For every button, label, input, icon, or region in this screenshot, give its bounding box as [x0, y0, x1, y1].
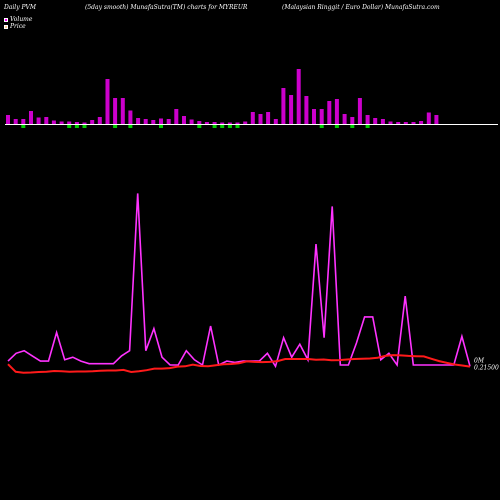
volume-bar-down-marker — [113, 125, 118, 128]
volume-bar — [419, 121, 424, 124]
volume-bar — [120, 98, 125, 124]
volume-bar-down-marker — [365, 125, 370, 128]
volume-bar — [350, 117, 355, 124]
volume-bar — [105, 79, 110, 124]
volume-bar-down-marker — [220, 125, 225, 128]
volume-bar — [90, 120, 95, 124]
volume-bar-down-marker — [319, 125, 324, 128]
price-prefix-label: 0M — [474, 358, 485, 365]
chart-header-right: (Malaysian Ringgit / Euro Dollar) Munafa… — [282, 4, 440, 11]
volume-bar — [36, 117, 41, 124]
volume-line — [7, 193, 471, 369]
volume-bar-down-marker — [197, 125, 202, 128]
price-swatch — [4, 24, 8, 29]
legend-item-price: Price — [4, 23, 32, 30]
volume-bar — [357, 98, 362, 124]
volume-bar — [319, 109, 324, 124]
volume-bar — [189, 119, 194, 124]
volume-bar — [113, 98, 118, 124]
volume-bar — [74, 122, 79, 124]
volume-bar — [426, 112, 431, 124]
volume-bar-down-marker — [334, 125, 339, 128]
volume-bar — [334, 99, 339, 124]
volume-bar — [59, 121, 64, 124]
volume-bar — [212, 122, 217, 124]
volume-bar — [182, 116, 186, 124]
price-line — [7, 354, 471, 374]
volume-bar — [403, 122, 408, 124]
volume-bar — [365, 115, 370, 124]
volume-bar — [204, 122, 209, 124]
volume-bar-down-marker — [212, 125, 217, 128]
volume-bar — [174, 109, 179, 124]
volume-bar — [220, 122, 225, 124]
legend-price-label: Price — [10, 23, 26, 30]
volume-bar — [266, 112, 271, 124]
chart-header-left: Daily PVM — [4, 4, 37, 11]
volume-bar — [128, 110, 133, 124]
volume-bar-down-marker — [74, 125, 79, 128]
volume-bar — [51, 120, 56, 124]
volume-bar — [250, 112, 255, 124]
volume-bar — [434, 115, 439, 124]
volume-bar — [67, 121, 72, 124]
volume-bar — [273, 119, 278, 124]
legend: Volume Price — [4, 16, 32, 30]
volume-bar — [373, 118, 378, 124]
volume-bar — [6, 115, 10, 124]
volume-bar — [396, 122, 401, 124]
volume-bar-down-marker — [159, 125, 163, 128]
volume-bar — [380, 119, 385, 124]
chart-title: (5day smooth) MunafaSutra(TM) charts for… — [85, 4, 248, 11]
volume-bar — [197, 121, 202, 124]
volume-bar — [97, 117, 102, 124]
volume-bar — [342, 114, 347, 124]
volume-bar — [44, 117, 49, 124]
volume-bar-down-marker — [227, 125, 232, 128]
volume-bar — [227, 122, 232, 124]
volume-bar-down-marker — [21, 125, 26, 128]
volume-bar — [136, 118, 141, 124]
volume-swatch — [4, 17, 8, 22]
volume-bar — [304, 96, 309, 124]
volume-bar — [13, 119, 18, 124]
volume-bar — [29, 111, 33, 124]
volume-bar — [235, 122, 240, 124]
volume-bar — [166, 119, 171, 124]
volume-bar — [312, 109, 316, 124]
volume-bar-down-marker — [82, 125, 87, 128]
volume-bar — [82, 122, 87, 124]
volume-bar-down-marker — [128, 125, 133, 128]
volume-bar — [388, 121, 393, 124]
volume-bar-down-marker — [235, 125, 240, 128]
volume-bar — [21, 119, 26, 124]
legend-item-volume: Volume — [4, 16, 32, 23]
volume-bar — [151, 120, 156, 124]
volume-bar — [411, 122, 416, 124]
volume-bar — [296, 69, 301, 124]
volume-bar — [289, 95, 294, 124]
volume-bar — [327, 101, 332, 124]
volume-bar — [159, 118, 163, 124]
volume-bar — [243, 121, 248, 124]
volume-bar — [281, 88, 286, 124]
volume-bar — [143, 119, 148, 124]
price-value-label: 0.21500 — [474, 365, 499, 372]
legend-volume-label: Volume — [10, 16, 33, 23]
volume-bars — [6, 69, 439, 128]
volume-bar-down-marker — [67, 125, 72, 128]
volume-bar-down-marker — [350, 125, 355, 128]
volume-bar — [258, 114, 263, 124]
